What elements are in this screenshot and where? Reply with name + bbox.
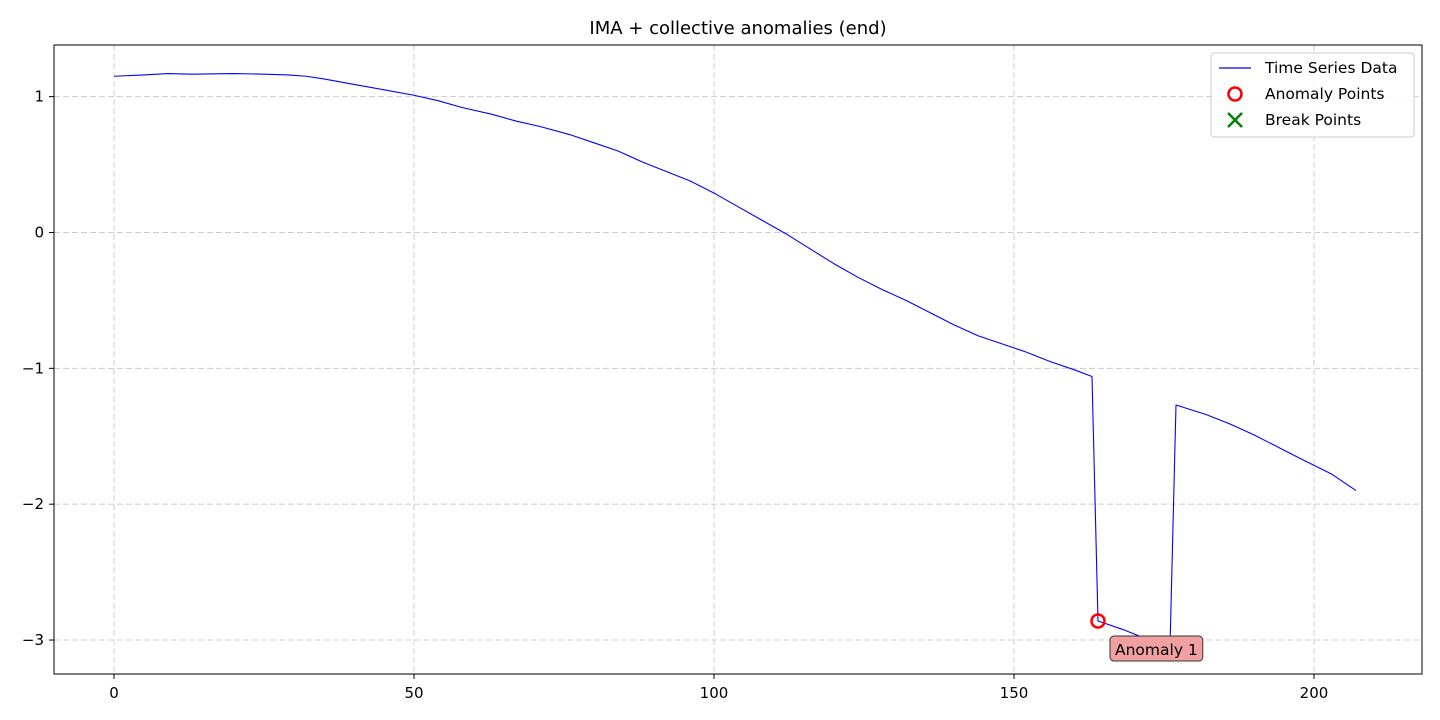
annotation-box: Anomaly 1 [1109, 635, 1204, 662]
y-axis: 1 0 −1 −2 −3 [22, 88, 54, 649]
x-tick-label: 150 [1000, 684, 1029, 702]
legend-circle-swatch [1227, 86, 1243, 102]
legend-label: Anomaly Points [1265, 85, 1384, 103]
y-tick-label: 0 [34, 223, 44, 241]
annotation-background [1109, 635, 1204, 662]
time-series-line [113, 72, 1357, 648]
x-axis: 0 50 100 150 200 [109, 674, 1328, 702]
legend-frame [1210, 52, 1415, 138]
x-tick-label: 100 [700, 684, 729, 702]
legend-label: Break Points [1265, 111, 1361, 129]
series-lines [113, 72, 1357, 648]
chart-title: IMA + collective anomalies (end) [589, 18, 886, 39]
y-tick-label: 1 [34, 88, 44, 106]
legend-x-swatch [1227, 112, 1243, 128]
annotations: Anomaly 1 [1109, 635, 1204, 662]
anomaly-point [1090, 613, 1106, 629]
y-tick-label: −3 [22, 631, 44, 649]
legend-label: Time Series Data [1264, 59, 1397, 77]
x-tick-label: 0 [109, 684, 119, 702]
y-tick-label: −2 [22, 495, 44, 513]
plot-frame [53, 44, 1423, 675]
x-tick-label: 50 [404, 684, 423, 702]
y-tick-label: −1 [22, 359, 44, 377]
anomaly-markers [1090, 613, 1106, 629]
legend: Time Series Data Anomaly Points Break Poin… [1210, 52, 1415, 138]
annotation-label: Anomaly 1 [1115, 641, 1198, 659]
grid-lines [54, 45, 1422, 674]
x-tick-label: 200 [1300, 684, 1329, 702]
